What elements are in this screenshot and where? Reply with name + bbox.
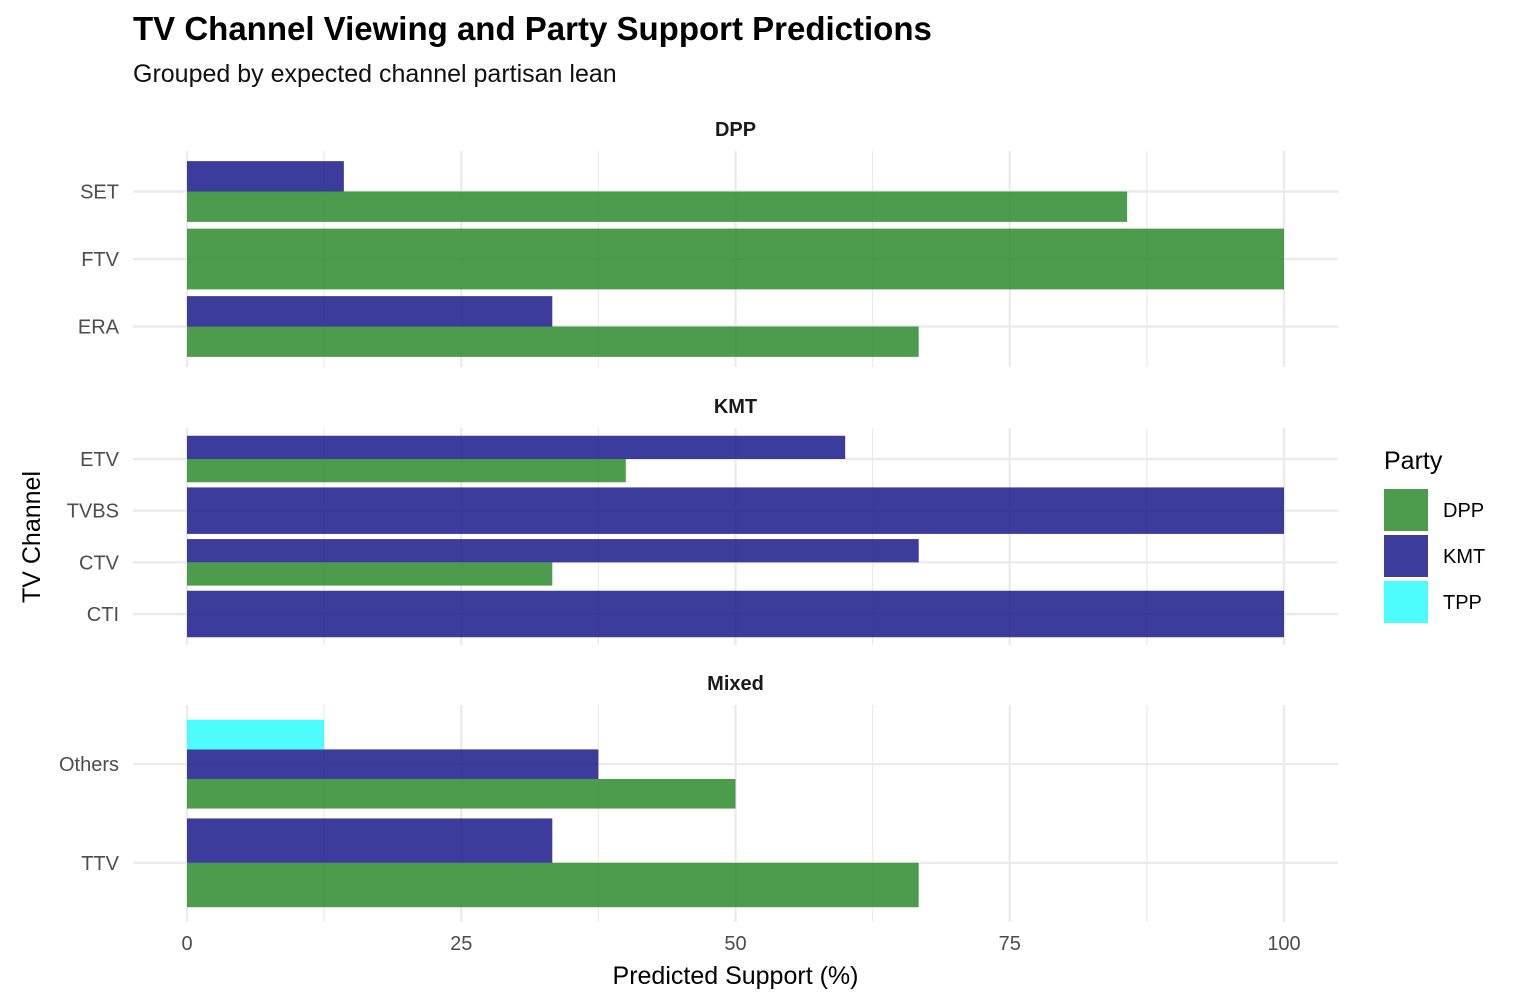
y-tick-label: FTV: [81, 249, 119, 271]
y-tick-label: SET: [80, 182, 119, 204]
bar-others-tpp: [187, 719, 325, 750]
bar-set-kmt: [187, 161, 344, 192]
y-tick-label: ETV: [80, 449, 120, 471]
chart-title: TV Channel Viewing and Party Support Pre…: [133, 10, 932, 47]
bar-era-kmt: [187, 296, 553, 327]
bar-others-dpp: [187, 778, 736, 809]
bar-etv-dpp: [187, 459, 626, 483]
x-axis-ticks: 0 25 50 75 100: [181, 933, 1300, 955]
legend-label-tpp: TPP: [1443, 592, 1482, 614]
legend-key-dpp: [1384, 489, 1428, 531]
bar-others-kmt: [187, 749, 599, 779]
bar-era-dpp: [187, 326, 919, 357]
bar-etv-kmt: [187, 435, 846, 459]
legend-key-tpp: [1384, 581, 1428, 623]
facet-panel-kmt: KMT ETV TVBS CTV CTI: [67, 396, 1338, 645]
bar-set-dpp: [187, 191, 1128, 222]
facet-panels: DPP SET FTV ERA KMT ETV TVBS CTV CTI Mixed Others T…: [59, 119, 1338, 922]
chart-subtitle: Grouped by expected channel partisan lea…: [133, 60, 617, 88]
x-tick-label: 0: [181, 933, 192, 955]
y-axis-title: TV Channel: [18, 471, 46, 603]
bar-cti-kmt: [187, 590, 1284, 638]
facet-panel-mixed: Mixed Others TTV: [59, 673, 1338, 922]
legend: Party DPP KMT TPP: [1384, 447, 1485, 623]
legend-label-dpp: DPP: [1443, 500, 1484, 522]
facet-strip-label: DPP: [715, 119, 756, 141]
bar-ttv-kmt: [187, 818, 553, 863]
y-tick-label: ERA: [78, 317, 120, 339]
facet-strip-label: KMT: [714, 396, 757, 418]
bar-ctv-kmt: [187, 539, 919, 563]
x-tick-label: 50: [724, 933, 746, 955]
y-tick-label: CTV: [79, 552, 120, 574]
legend-key-kmt: [1384, 535, 1428, 577]
facet-strip-label: Mixed: [707, 673, 764, 695]
x-axis-title: Predicted Support (%): [613, 962, 859, 990]
x-tick-label: 25: [450, 933, 472, 955]
x-tick-label: 100: [1267, 933, 1300, 955]
y-tick-label: Others: [59, 754, 119, 776]
legend-title: Party: [1384, 447, 1443, 475]
legend-label-kmt: KMT: [1443, 546, 1485, 568]
bar-tvbs-kmt: [187, 487, 1284, 534]
facet-panel-dpp: DPP SET FTV ERA: [78, 119, 1338, 367]
bar-ftv-dpp: [187, 228, 1284, 290]
y-tick-label: CTI: [87, 604, 119, 626]
y-tick-label: TVBS: [67, 501, 119, 523]
bar-ttv-dpp: [187, 862, 919, 908]
bar-ctv-dpp: [187, 562, 553, 586]
y-tick-label: TTV: [81, 853, 119, 875]
x-tick-label: 75: [999, 933, 1021, 955]
